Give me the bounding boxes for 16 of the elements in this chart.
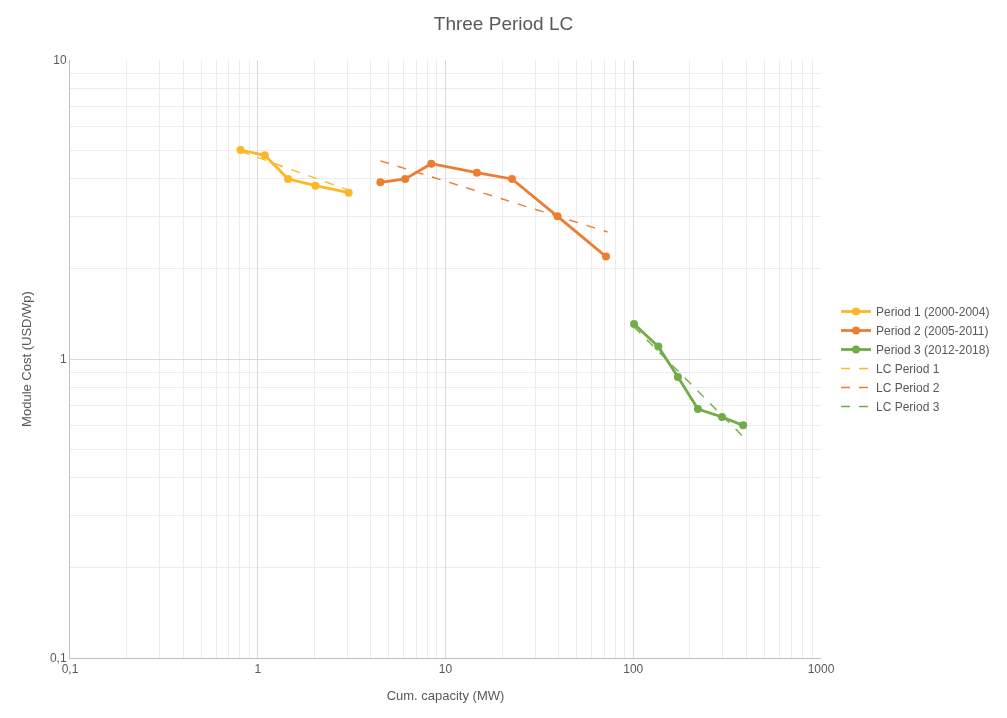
x-axis-title: Cum. capacity (MW) (386, 688, 505, 703)
legend-label: LC Period 2 (876, 381, 940, 396)
y-tick-label: 10 (53, 53, 67, 68)
legend-label: LC Period 1 (876, 362, 940, 377)
x-tick-label: 1000 (807, 662, 835, 677)
y-tick-label: 0,1 (49, 651, 67, 666)
x-tick-label: 100 (623, 662, 644, 677)
legend-label: LC Period 3 (876, 400, 940, 415)
chart-title: Three Period LC (433, 13, 574, 34)
legend-label: Period 2 (2005-2011) (876, 324, 989, 339)
x-tick-label: 1 (254, 662, 262, 677)
y-axis-title: Module Cost (USD/Wp) (18, 291, 34, 427)
x-tick-label: 10 (438, 662, 453, 677)
legend-label: Period 3 (2012-2018) (876, 343, 990, 358)
y-tick-label: 1 (59, 352, 67, 367)
legend-label: Period 1 (2000-2004) (876, 305, 990, 320)
